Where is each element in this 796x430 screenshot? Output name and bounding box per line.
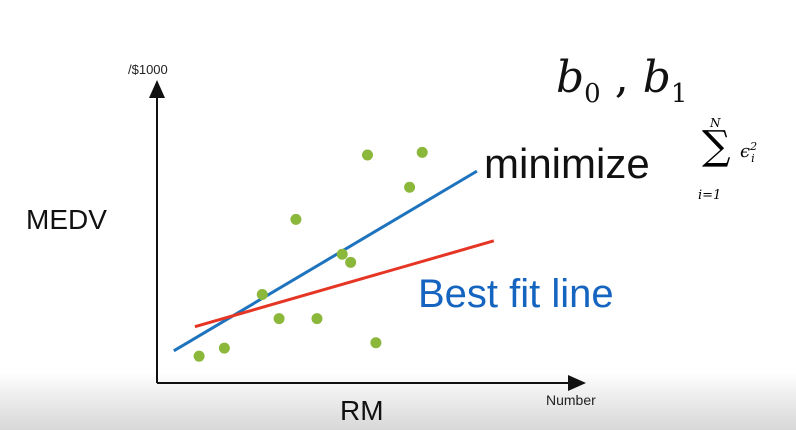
fit-line-1 bbox=[173, 169, 478, 353]
data-point-2 bbox=[218, 342, 230, 354]
data-points bbox=[193, 146, 428, 362]
y-axis-label: MEDV bbox=[26, 204, 107, 235]
fit-lines bbox=[173, 169, 495, 353]
summation-formula: N ∑ i=1 ϵ2i bbox=[696, 116, 786, 206]
coef-sub0: 0 bbox=[584, 78, 601, 109]
data-point-8 bbox=[345, 256, 357, 268]
data-point-4 bbox=[273, 313, 285, 325]
fit-line-2 bbox=[194, 239, 495, 329]
coef-b1: b bbox=[642, 52, 671, 103]
minimize-label: minimize bbox=[484, 140, 650, 187]
sigma-symbol: ∑ bbox=[702, 123, 731, 169]
epsilon-symbol: ϵ bbox=[740, 141, 751, 162]
data-point-11 bbox=[404, 181, 416, 193]
data-point-10 bbox=[370, 337, 382, 349]
bottom-fade bbox=[0, 372, 796, 430]
data-point-1 bbox=[193, 350, 205, 362]
data-point-6 bbox=[311, 313, 323, 325]
coef-separator: , bbox=[600, 52, 643, 103]
data-point-5 bbox=[290, 213, 302, 225]
data-point-9 bbox=[362, 149, 373, 161]
sum-upper-limit: N bbox=[710, 116, 721, 130]
data-point-3 bbox=[256, 289, 268, 300]
data-point-12 bbox=[416, 146, 428, 158]
best-fit-label: Best fit line bbox=[418, 272, 614, 316]
coefficients-label: b0 , b1 bbox=[556, 52, 687, 109]
x-axis-label: RM bbox=[340, 395, 384, 426]
x-axis-unit: Number bbox=[546, 392, 596, 408]
term-subscript: i bbox=[751, 151, 755, 165]
term-superscript: 2 bbox=[750, 140, 758, 153]
y-axis-unit: /$1000 bbox=[128, 62, 168, 77]
coef-b0: b bbox=[556, 52, 585, 103]
coef-sub1: 1 bbox=[670, 78, 688, 109]
data-point-7 bbox=[336, 248, 348, 260]
sum-lower-limit: i=1 bbox=[698, 188, 722, 203]
sum-term: ϵ2i bbox=[740, 140, 758, 165]
